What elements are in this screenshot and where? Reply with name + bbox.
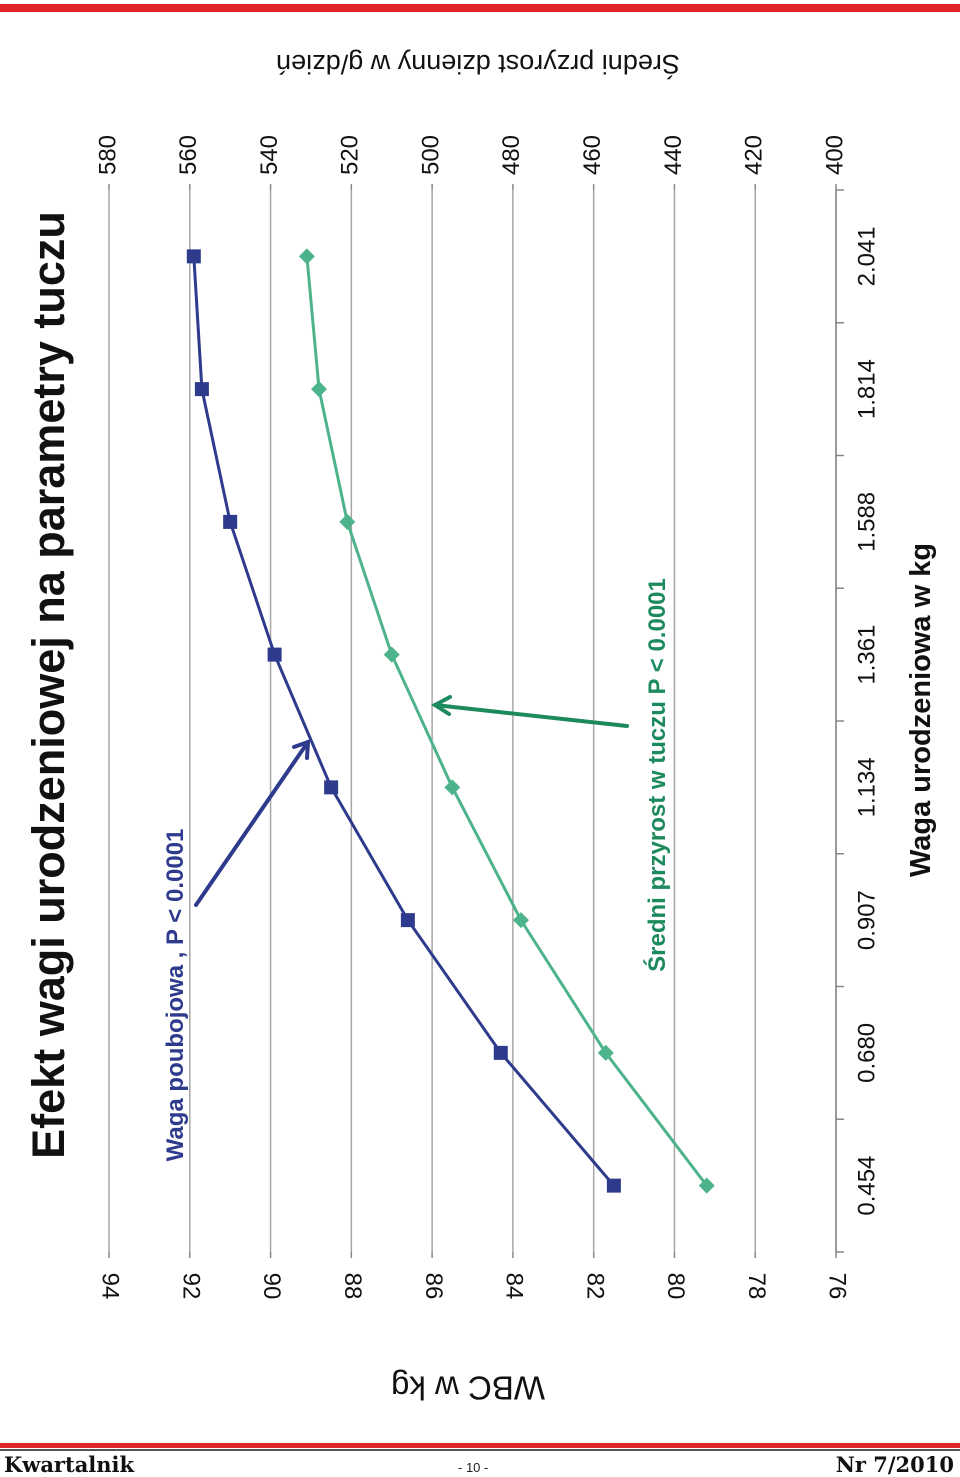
series-a-arrow [194, 739, 311, 907]
series-1-point [400, 913, 415, 928]
x-tick-label: 0.454 [853, 1156, 880, 1216]
y-tick-label: 80 [662, 1273, 689, 1300]
series-2-point [698, 1177, 715, 1194]
y2-tick-label: 460 [579, 135, 606, 175]
x-tick-label: 0.680 [853, 1023, 880, 1083]
y2-tick-label: 520 [337, 135, 364, 175]
series-2-point [311, 381, 328, 398]
series-2-point [339, 513, 356, 530]
x-tick-label: 0.907 [853, 890, 880, 950]
y-tick-label: 90 [258, 1273, 285, 1300]
footer-dark-rule [0, 1449, 960, 1451]
y-tick-label: 94 [97, 1273, 124, 1300]
series-2-point [512, 912, 529, 929]
y2-tick-label: 560 [175, 135, 202, 175]
y2-axis-title: Średni przyrost dzienny w g/dzień [276, 49, 680, 81]
series-2-point [298, 248, 315, 265]
y2-tick-label: 580 [94, 135, 121, 175]
chart-title: Efekt wagi urodzeniowej na parametry tuc… [23, 211, 74, 1159]
x-tick-label: 1.361 [853, 625, 880, 685]
top-red-bar [0, 4, 960, 12]
series [186, 248, 715, 1194]
y-tick-label: 86 [420, 1273, 447, 1300]
y-tick-label: 78 [743, 1273, 770, 1300]
gridlines [108, 190, 837, 1252]
series-1-point [267, 647, 282, 662]
x-tick-label: 1.588 [853, 492, 880, 552]
series-a-label: Waga poubojowa , P < 0.0001 [162, 829, 189, 1162]
series-1-point [493, 1045, 508, 1060]
y-tick-label: 82 [581, 1273, 608, 1300]
tick-labels: 76 78 80 82 84 86 88 90 92 94 400 420 440 460 480 500 52… [94, 135, 880, 1299]
footer-magazine-name: Kwartalnik [4, 1452, 135, 1477]
x-tick-label: 2.041 [853, 226, 880, 286]
y-axis-title: WBC w kg [391, 1369, 545, 1406]
y-tick-label: 84 [501, 1273, 528, 1300]
y2-tick-label: 540 [256, 135, 283, 175]
series-b-label: Średni przyrost w tuczu P < 0.0001 [643, 578, 671, 972]
series-2-point [383, 646, 400, 663]
series-b-arrow [431, 695, 629, 728]
series-1-point [606, 1178, 621, 1193]
series-1-point [194, 382, 209, 397]
y2-tick-label: 500 [417, 135, 444, 175]
footer-issue-number: Nr 7/2010 [835, 1452, 954, 1477]
y-tick-label: 92 [177, 1273, 204, 1300]
x-tick-label: 1.814 [853, 359, 880, 419]
series-line-2 [305, 256, 708, 1187]
y2-tick-label: 400 [821, 135, 848, 175]
series-1-point [186, 249, 201, 264]
footer-red-rule [0, 1443, 960, 1448]
y2-tick-label: 420 [741, 135, 768, 175]
y2-tick-label: 440 [660, 135, 687, 175]
x-tick-label: 1.134 [853, 757, 880, 817]
footer-page-number: - 10 - [458, 1460, 489, 1475]
y2-tick-label: 480 [498, 135, 525, 175]
series-2-point [597, 1044, 614, 1061]
y-tick-label: 76 [824, 1273, 851, 1300]
series-2-point [444, 779, 461, 796]
y-tick-label: 88 [339, 1273, 366, 1300]
series-1-point [324, 780, 339, 795]
series-1-point [223, 514, 238, 529]
axes [108, 184, 844, 1258]
x-axis-title: Waga urodzeniowa w kg [905, 543, 937, 877]
series-line-1 [192, 256, 616, 1187]
